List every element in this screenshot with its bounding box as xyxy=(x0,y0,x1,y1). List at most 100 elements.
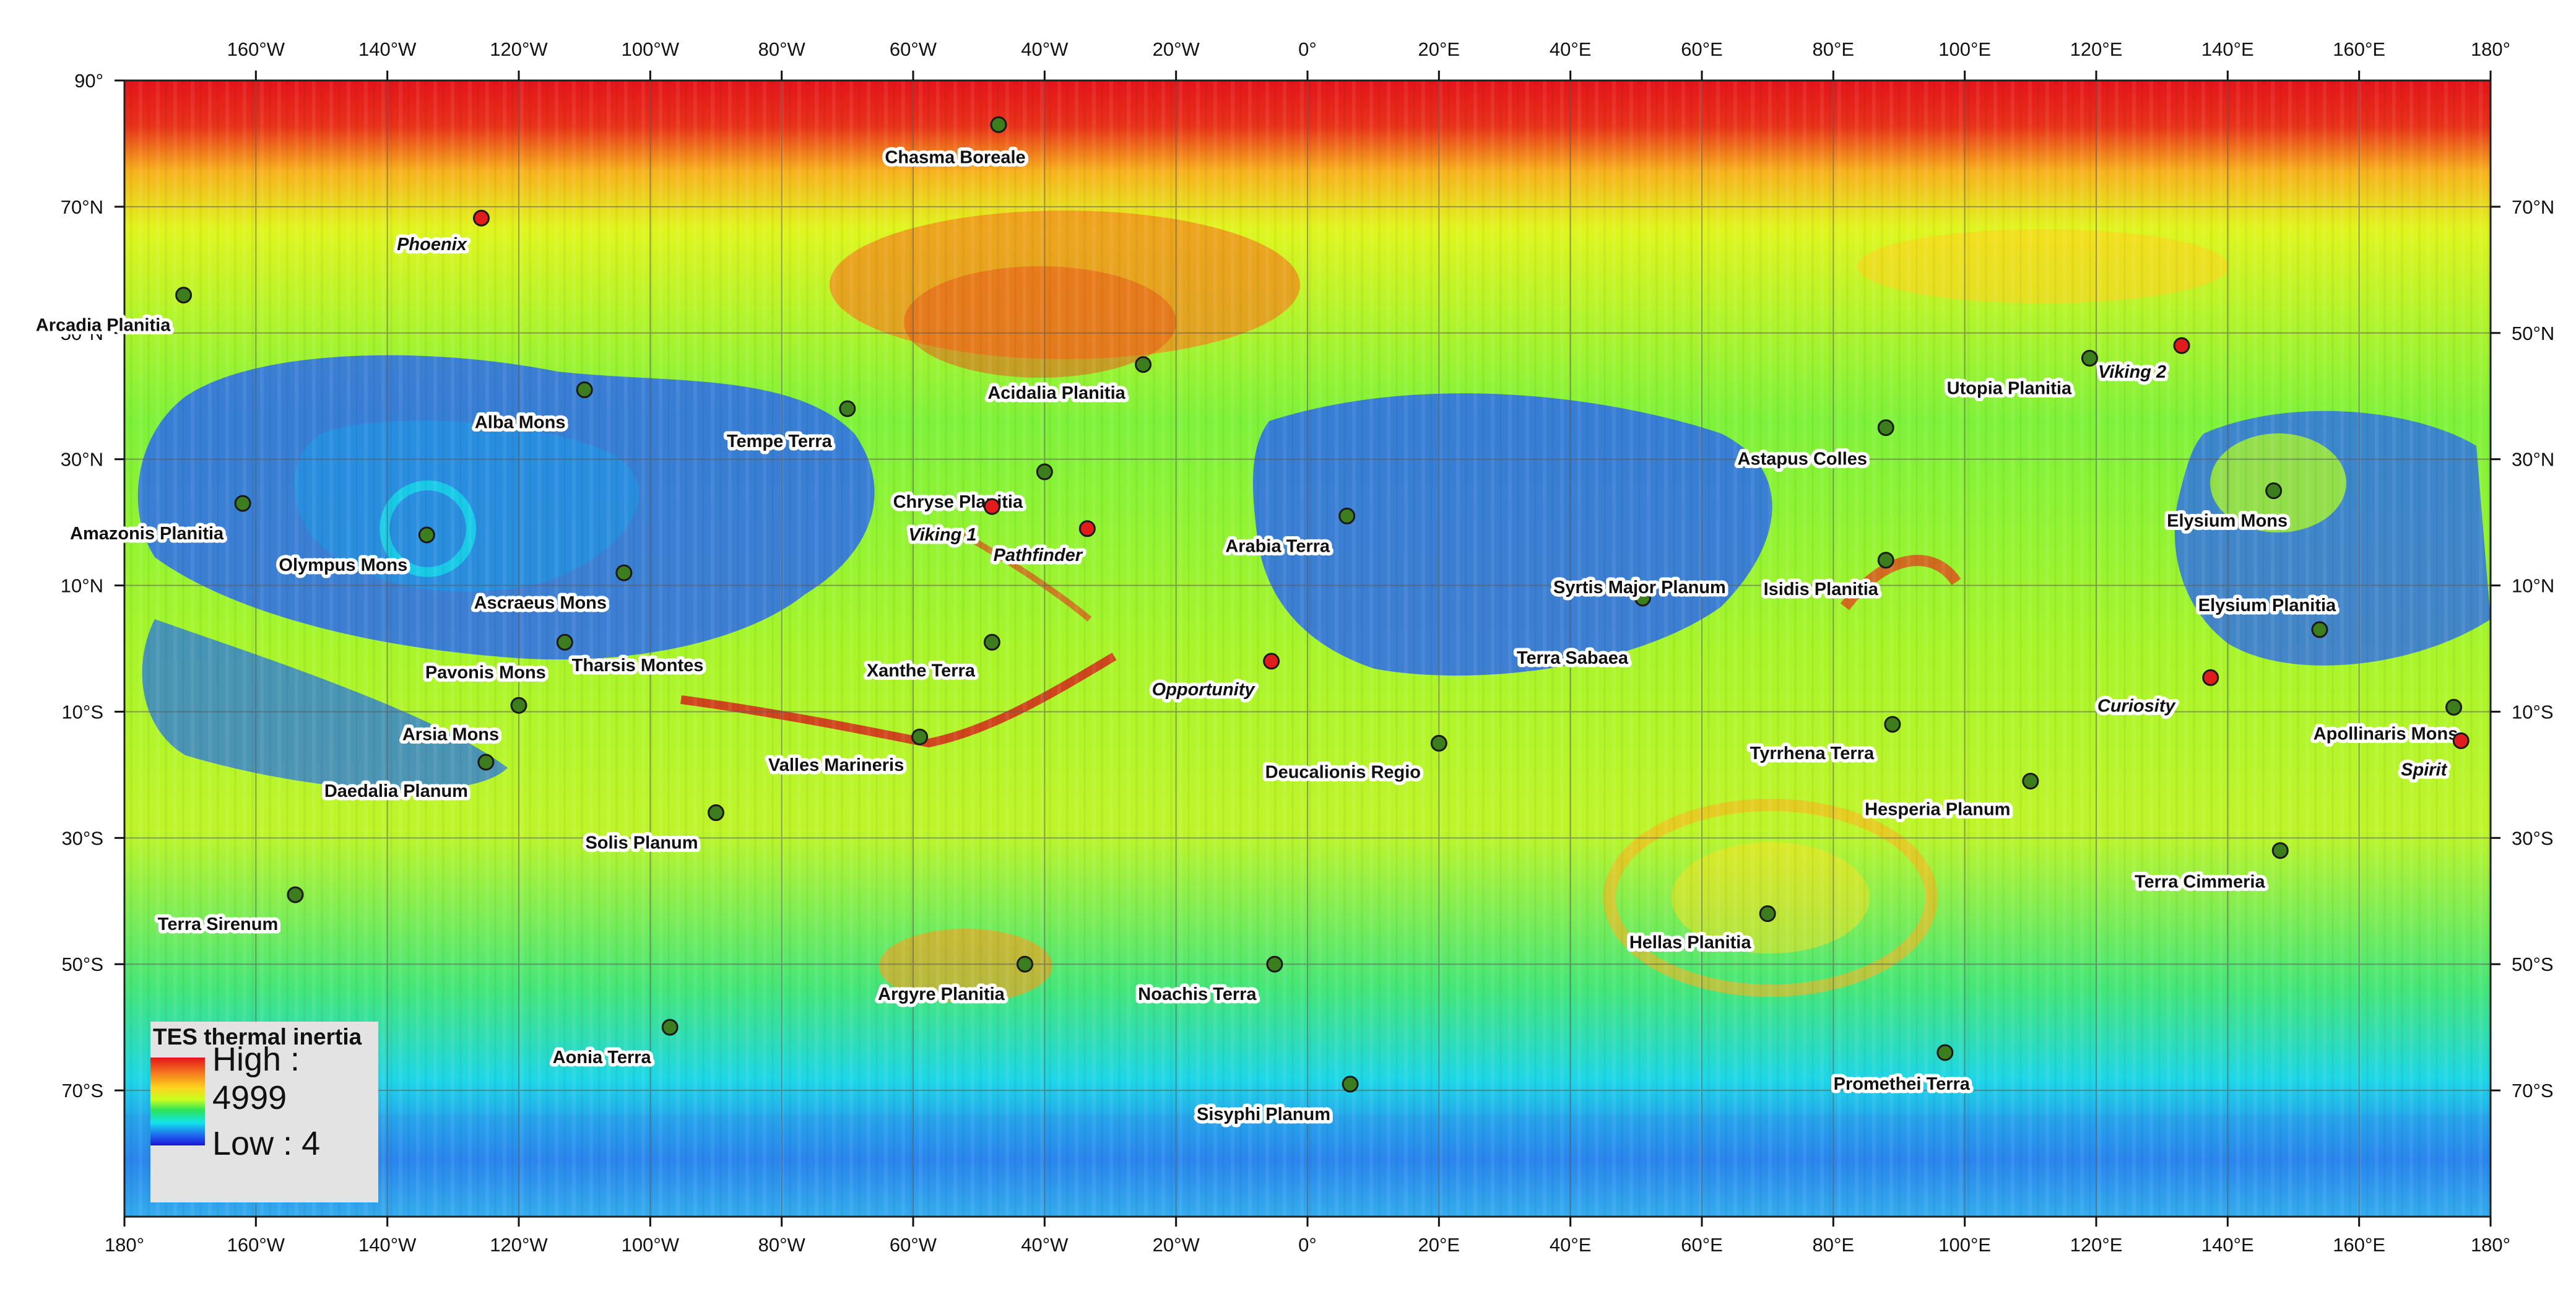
amazonis-planitia-label: Amazonis Planitia xyxy=(70,524,224,544)
arsia-mons-label: Arsia Mons xyxy=(402,724,499,744)
lon-bottom-label: 100°E xyxy=(1938,1234,1991,1256)
hellas-planitia-label: Hellas Planitia xyxy=(1629,933,1752,953)
solis-planum-label: Solis Planum xyxy=(585,833,698,853)
elysium-planitia-marker[interactable] xyxy=(2311,621,2328,638)
isidis-planitia-label: Isidis Planitia xyxy=(1764,580,1879,599)
lon-bottom-label: 20°W xyxy=(1153,1234,1200,1256)
tyrrhena-terra-marker[interactable] xyxy=(1884,716,1901,733)
lon-top-label: 120°W xyxy=(490,38,548,60)
lon-bottom-label: 60°W xyxy=(890,1234,937,1256)
lat-left-label: 50°N xyxy=(61,323,103,344)
lat-left-label: 90° xyxy=(74,70,103,92)
noachis-terra-label: Noachis Terra xyxy=(1138,984,1257,1004)
aonia-terra-marker[interactable] xyxy=(661,1019,679,1036)
legend-panel: TES thermal inertia High : 4999 Low : 4 xyxy=(150,1022,378,1202)
syrtis-major-planum-marker[interactable] xyxy=(1634,589,1651,607)
argyre-planitia-label: Argyre Planitia xyxy=(878,984,1005,1004)
lat-right-label: 30°N xyxy=(2512,449,2554,471)
hellas-planitia-marker[interactable] xyxy=(1759,905,1776,923)
legend-title: TES thermal inertia xyxy=(153,1024,362,1049)
chryse-planitia-marker[interactable] xyxy=(1036,463,1053,480)
lon-bottom-label: 140°E xyxy=(2201,1234,2254,1256)
lat-left-label: 10°N xyxy=(61,575,103,597)
lat-right-label: 50°N xyxy=(2512,323,2554,344)
valles-marineris-marker[interactable] xyxy=(911,728,929,745)
daedalia-planum-label: Daedalia Planum xyxy=(324,781,468,801)
daedalia-planum-marker[interactable] xyxy=(477,754,495,771)
lon-bottom-label: 40°W xyxy=(1021,1234,1069,1256)
utopia-planitia-label: Utopia Planitia xyxy=(1947,379,2072,399)
lon-top-label: 160°W xyxy=(227,38,285,60)
viking-2-label: Viking 2 xyxy=(2098,362,2166,382)
terra-sirenum-marker[interactable] xyxy=(287,886,304,903)
tempe-terra-marker[interactable] xyxy=(839,400,856,417)
deucalionis-regio-marker[interactable] xyxy=(1430,734,1447,752)
alba-mons-label: Alba Mons xyxy=(475,413,566,433)
pathfinder-marker[interactable] xyxy=(1078,520,1096,537)
phoenix-label: Phoenix xyxy=(397,235,468,254)
lon-bottom-label: 120°E xyxy=(2070,1234,2123,1256)
elysium-mons-label: Elysium Mons xyxy=(2167,511,2288,531)
chasma-boreale-label: Chasma Boreale xyxy=(885,147,1025,167)
syrtis-major-planum-label: Syrtis Major Planum xyxy=(1553,578,1726,597)
apollinaris-mons-marker[interactable] xyxy=(2445,698,2463,716)
opportunity-label: Opportunity xyxy=(1152,680,1256,700)
ascraeus-mons-label: Ascraeus Mons xyxy=(474,593,607,613)
phoenix-marker[interactable] xyxy=(472,209,490,227)
legend-color-ramp xyxy=(150,1058,205,1145)
chasma-boreale-marker[interactable] xyxy=(990,116,1007,133)
sisyphi-planum-marker[interactable] xyxy=(1342,1075,1359,1093)
lon-bottom-label: 160°E xyxy=(2333,1234,2385,1256)
terra-sirenum-label: Terra Sirenum xyxy=(158,915,278,934)
lon-top-label: 20°W xyxy=(1153,38,1200,60)
hesperia-planum-marker[interactable] xyxy=(2022,773,2039,790)
amazonis-planitia-marker[interactable] xyxy=(234,495,251,512)
viking-2-marker[interactable] xyxy=(2173,337,2190,354)
tyrrhena-terra-label: Tyrrhena Terra xyxy=(1750,744,1875,763)
chryse-planitia-label: Chryse Planitia xyxy=(893,492,1023,512)
pavonis-mons-label: Pavonis Mons xyxy=(425,663,546,682)
olympus-mons-marker[interactable] xyxy=(418,526,435,544)
noachis-terra-marker[interactable] xyxy=(1266,955,1283,973)
promethei-terra-marker[interactable] xyxy=(1936,1044,1954,1061)
xanthe-terra-marker[interactable] xyxy=(983,633,1000,651)
lon-bottom-label: 0° xyxy=(1298,1234,1317,1256)
isidis-planitia-marker[interactable] xyxy=(1877,552,1894,569)
arabia-terra-marker[interactable] xyxy=(1338,507,1356,524)
lon-bottom-label: 120°W xyxy=(490,1234,548,1256)
curiosity-label: Curiosity xyxy=(2097,696,2177,716)
astapus-colles-marker[interactable] xyxy=(1877,419,1894,437)
acidalia-planitia-label: Acidalia Planitia xyxy=(987,383,1125,403)
viking-1-marker[interactable] xyxy=(983,498,1000,515)
pathfinder-label: Pathfinder xyxy=(994,545,1083,565)
hesperia-planum-label: Hesperia Planum xyxy=(1865,800,2010,820)
lon-top-label: 100°E xyxy=(1938,38,1991,60)
pavonis-mons-marker[interactable] xyxy=(556,633,573,651)
lon-top-label: 120°E xyxy=(2070,38,2123,60)
lat-left-label: 70°S xyxy=(61,1080,103,1101)
acidalia-planitia-marker[interactable] xyxy=(1135,356,1152,373)
terra-cimmeria-marker[interactable] xyxy=(2271,842,2289,859)
terra-sabaea-label: Terra Sabaea xyxy=(1517,648,1629,668)
lon-top-label: 60°E xyxy=(1681,38,1723,60)
spirit-marker[interactable] xyxy=(2452,732,2470,749)
lon-bottom-label: 40°E xyxy=(1550,1234,1592,1256)
lon-top-label: 160°E xyxy=(2333,38,2385,60)
lon-top-label: 180° xyxy=(2471,38,2510,60)
lon-top-label: 100°W xyxy=(622,38,680,60)
elysium-mons-marker[interactable] xyxy=(2265,482,2283,500)
arcadia-planitia-marker[interactable] xyxy=(175,287,193,304)
argyre-planitia-marker[interactable] xyxy=(1016,955,1033,973)
opportunity-marker[interactable] xyxy=(1263,653,1280,670)
solis-planum-marker[interactable] xyxy=(708,804,724,822)
lon-top-label: 20°E xyxy=(1418,38,1460,60)
arcadia-planitia-label: Arcadia Planitia xyxy=(36,316,171,336)
ascraeus-mons-marker[interactable] xyxy=(615,564,633,581)
lon-top-label: 80°W xyxy=(758,38,806,60)
curiosity-marker[interactable] xyxy=(2202,669,2219,686)
lon-bottom-label: 80°W xyxy=(758,1234,806,1256)
alba-mons-marker[interactable] xyxy=(576,381,593,399)
arsia-mons-marker[interactable] xyxy=(510,697,527,714)
utopia-planitia-marker[interactable] xyxy=(2081,350,2098,367)
tharsis-montes-label: Tharsis Montes xyxy=(572,656,704,676)
